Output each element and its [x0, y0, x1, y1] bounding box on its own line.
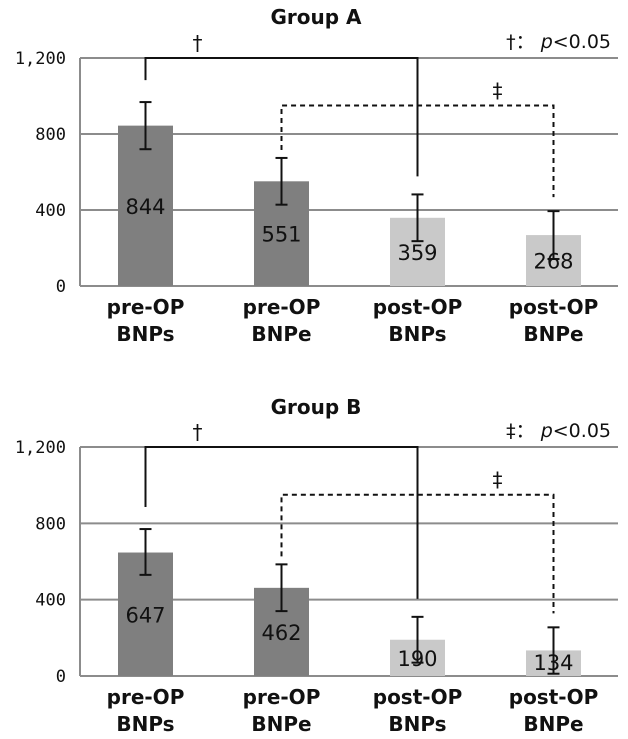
bar-value-label: 462: [261, 621, 301, 645]
chart-title: Group A: [270, 5, 362, 29]
x-category-label: BNPe: [523, 322, 583, 346]
bar-value-label: 359: [397, 241, 437, 265]
y-tick-label: 0: [56, 667, 66, 687]
x-category-label: post-OP: [373, 685, 462, 709]
significance-bracket: [280, 493, 555, 614]
chart-title: Group B: [271, 395, 362, 419]
significance-note: †： p<0.05: [506, 31, 611, 53]
significance-marker: ‡: [493, 79, 503, 103]
significance-note-p: p: [535, 420, 553, 442]
x-category-label: BNPs: [388, 712, 446, 736]
significance-bracket: [144, 57, 419, 177]
significance-marker: ‡: [493, 468, 503, 492]
bar-value-label: 844: [125, 195, 165, 219]
significance-note: ‡： p<0.05: [506, 420, 611, 442]
significance-marker: †: [193, 31, 203, 55]
bar: [118, 125, 173, 286]
significance-marker: †: [193, 420, 203, 444]
x-category-label: post-OP: [509, 685, 598, 709]
x-category-label: BNPs: [388, 322, 446, 346]
x-category-label: pre-OP: [243, 685, 321, 709]
y-tick-label: 400: [35, 201, 66, 221]
y-tick-label: 1,200: [15, 49, 66, 69]
x-category-label: post-OP: [373, 295, 462, 319]
bar-value-label: 647: [125, 603, 165, 627]
y-tick-label: 0: [56, 277, 66, 297]
significance-note-op: <0.05: [553, 420, 611, 442]
x-category-label: BNPe: [251, 712, 311, 736]
y-tick-label: 800: [35, 125, 66, 145]
significance-note-sep: ：: [516, 31, 535, 53]
significance-note-symbol: ‡: [506, 420, 516, 442]
x-category-label: pre-OP: [243, 295, 321, 319]
x-category-label: pre-OP: [107, 295, 185, 319]
significance-note-sep: ：: [516, 420, 535, 442]
significance-bracket: [280, 104, 555, 198]
chart-panel-2: 0 400 800 1,200 647 462 190 134 pre-OP BNPs pre-OP…: [15, 395, 618, 736]
bar-value-label: 190: [397, 647, 437, 671]
significance-note-op: <0.05: [553, 31, 611, 53]
y-tick-label: 400: [35, 591, 66, 611]
bar-value-label: 551: [261, 223, 301, 247]
x-category-label: post-OP: [509, 295, 598, 319]
significance-bracket: [144, 446, 419, 599]
x-category-label: BNPs: [116, 322, 174, 346]
significance-note-p: p: [535, 31, 553, 53]
x-category-label: BNPe: [523, 712, 583, 736]
significance-note-symbol: †: [506, 31, 516, 53]
x-category-label: pre-OP: [107, 685, 185, 709]
y-tick-label: 1,200: [15, 438, 66, 458]
bar-value-label: 134: [533, 651, 573, 675]
chart-panel-1: 0 400 800 1,200 844 551 359 268 pre-OP BNPs pre-OP…: [15, 5, 618, 346]
y-tick-label: 800: [35, 514, 66, 534]
x-category-label: BNPs: [116, 712, 174, 736]
x-category-label: BNPe: [251, 322, 311, 346]
bar-value-label: 268: [533, 250, 573, 274]
